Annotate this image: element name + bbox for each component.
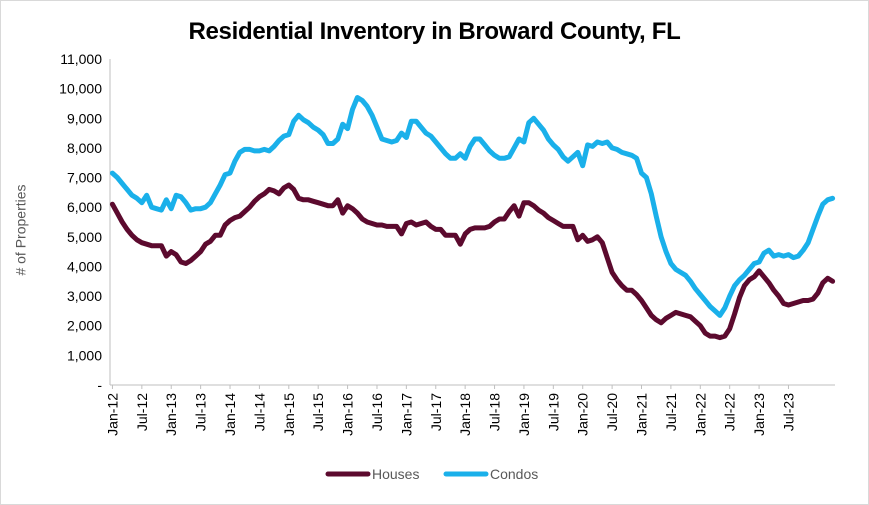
x-tick-label: Jul-17 (428, 393, 444, 431)
x-tick-label: Jan-21 (634, 393, 650, 436)
chart-title: Residential Inventory in Broward County,… (188, 18, 681, 45)
x-tick-label: Jul-12 (134, 393, 150, 431)
x-tick-label: Jan-23 (751, 393, 767, 436)
x-tick-label: Jul-14 (251, 393, 267, 431)
x-tick-label: Jan-12 (104, 393, 120, 436)
series-line-condos (109, 95, 836, 318)
x-tick-label: Jan-15 (281, 393, 297, 436)
series-lines (109, 95, 836, 341)
x-tick-label: Jan-14 (222, 393, 238, 436)
legend: Houses Condos (325, 466, 538, 482)
x-tick-labels: Jan-12 Jul-12 Jan-13 Jul-13 Jan-14 Jul-14 Jan-… (104, 385, 796, 436)
x-tick-label: Jul-20 (604, 393, 620, 431)
x-tick-label: Jan-22 (692, 393, 708, 436)
y-axis-label: # of Properties (13, 184, 29, 275)
x-tick-label: Jan-18 (457, 393, 473, 436)
y-tick-label: 7,000 (67, 170, 102, 186)
x-tick-label: Jul-19 (545, 393, 561, 431)
y-tick-label: 5,000 (67, 229, 102, 245)
x-tick-label: Jul-18 (487, 393, 503, 431)
x-tick-label: Jan-19 (516, 393, 532, 436)
series-line-houses (109, 182, 836, 341)
x-tick-label: Jan-20 (575, 393, 591, 436)
x-tick-label: Jan-13 (163, 393, 179, 436)
y-tick-labels: - 1,000 2,000 3,000 4,000 5,000 6,000 7,000 8,00… (59, 51, 102, 393)
x-tick-label: Jul-16 (369, 393, 385, 431)
x-tick-label: Jul-15 (310, 393, 326, 431)
x-tick-label: Jul-21 (663, 393, 679, 431)
legend-label-houses: Houses (372, 466, 419, 482)
x-tick-label: Jul-23 (780, 393, 796, 431)
x-tick-label: Jul-22 (722, 393, 738, 431)
x-tick-label: Jul-13 (193, 393, 209, 431)
y-tick-label: 6,000 (67, 199, 102, 215)
y-tick-label: 2,000 (67, 318, 102, 334)
y-tick-label: 4,000 (67, 258, 102, 274)
y-tick-label: 3,000 (67, 288, 102, 304)
x-tick-label: Jan-16 (340, 393, 356, 436)
y-tick-label: 8,000 (67, 140, 102, 156)
y-tick-label: - (97, 377, 102, 393)
legend-label-condos: Condos (490, 466, 538, 482)
y-tick-label: 1,000 (67, 347, 102, 363)
y-tick-label: 9,000 (67, 110, 102, 126)
y-tick-label: 10,000 (59, 81, 102, 97)
y-tick-label: 11,000 (60, 51, 102, 67)
x-tick-label: Jan-17 (398, 393, 414, 436)
